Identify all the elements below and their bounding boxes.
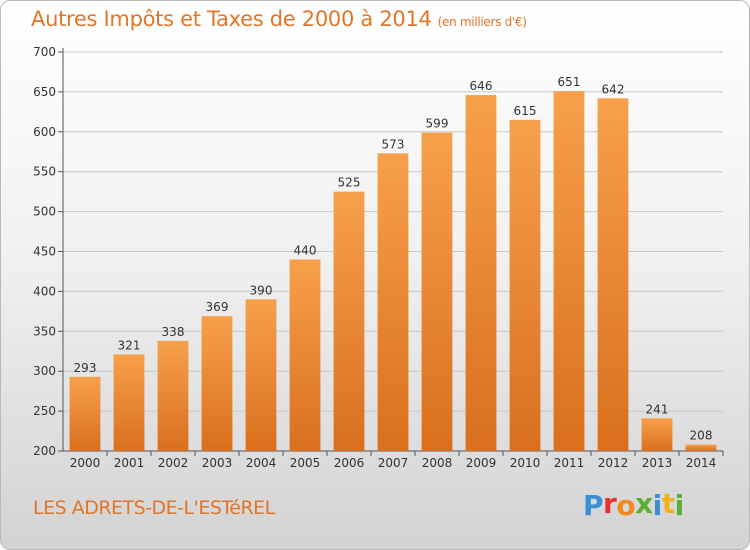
y-tick-label: 200 bbox=[33, 444, 56, 458]
bar-2007 bbox=[377, 153, 409, 451]
bar-2001 bbox=[113, 354, 145, 451]
logo-letter: t bbox=[661, 487, 675, 520]
bar-2012 bbox=[597, 98, 629, 451]
logo-letter: x bbox=[635, 487, 653, 520]
value-label-2007: 573 bbox=[382, 137, 405, 151]
x-tick-label-2009: 2009 bbox=[466, 456, 497, 470]
value-label-2004: 390 bbox=[250, 283, 273, 297]
x-tick-label-2005: 2005 bbox=[290, 456, 321, 470]
chart-unit: (en milliers d'€) bbox=[437, 15, 527, 29]
bar-2011 bbox=[553, 91, 585, 452]
logo-letter: P bbox=[583, 489, 604, 522]
value-label-2000: 293 bbox=[74, 361, 97, 375]
bar-2004 bbox=[245, 299, 277, 451]
x-tick-label-2010: 2010 bbox=[510, 456, 541, 470]
bar-2013 bbox=[641, 418, 673, 451]
x-tick-label-2006: 2006 bbox=[334, 456, 365, 470]
y-tick-label: 600 bbox=[33, 125, 56, 139]
y-tick-label: 550 bbox=[33, 165, 56, 179]
y-tick-label: 350 bbox=[33, 324, 56, 338]
commune-name: LES ADRETS-DE-L'ESTéREL bbox=[33, 497, 275, 519]
bar-2009 bbox=[465, 95, 497, 451]
value-label-2001: 321 bbox=[118, 338, 141, 352]
y-tick-label: 450 bbox=[33, 245, 56, 259]
x-tick-label-2013: 2013 bbox=[642, 456, 673, 470]
x-tick-label-2001: 2001 bbox=[114, 456, 145, 470]
chart-title-text: Autres Impôts et Taxes de 2000 à 2014 bbox=[31, 7, 432, 31]
bar-2002 bbox=[157, 340, 189, 451]
y-tick-label: 250 bbox=[33, 404, 56, 418]
bar-2008 bbox=[421, 132, 453, 451]
logo-letter: i bbox=[674, 489, 685, 522]
value-label-2011: 651 bbox=[558, 75, 581, 89]
x-tick-label-2002: 2002 bbox=[158, 456, 189, 470]
bar-2006 bbox=[333, 191, 365, 451]
value-label-2013: 241 bbox=[646, 402, 669, 416]
proxiti-logo: Proxiti bbox=[583, 487, 685, 522]
bar-2000 bbox=[69, 376, 101, 451]
bar-2003 bbox=[201, 316, 233, 451]
value-label-2003: 369 bbox=[206, 300, 229, 314]
x-tick-label-2008: 2008 bbox=[422, 456, 453, 470]
value-label-2014: 208 bbox=[690, 429, 713, 443]
x-tick-label-2014: 2014 bbox=[686, 456, 717, 470]
bars: 293 321 338 369 390 440 525 573 599 646 615 651 642 2… bbox=[69, 75, 717, 452]
logo-letter: r bbox=[603, 487, 617, 520]
x-tick-label-2011: 2011 bbox=[554, 456, 585, 470]
x-tick-label-2012: 2012 bbox=[598, 456, 629, 470]
x-tick-label-2007: 2007 bbox=[378, 456, 409, 470]
logo-letter: o bbox=[616, 489, 636, 522]
x-tick-label-2004: 2004 bbox=[246, 456, 277, 470]
value-label-2008: 599 bbox=[426, 117, 449, 131]
value-label-2012: 642 bbox=[602, 82, 625, 96]
value-label-2006: 525 bbox=[338, 176, 361, 190]
y-tick-label: 500 bbox=[33, 205, 56, 219]
bar-2005 bbox=[289, 259, 321, 451]
value-label-2009: 646 bbox=[470, 79, 493, 93]
bar-2014 bbox=[685, 444, 717, 451]
value-label-2010: 615 bbox=[514, 104, 537, 118]
y-tick-label: 400 bbox=[33, 284, 56, 298]
y-tick-label: 700 bbox=[33, 45, 56, 59]
y-tick-label: 650 bbox=[33, 85, 56, 99]
x-tick-label-2000: 2000 bbox=[70, 456, 101, 470]
value-label-2005: 440 bbox=[294, 243, 317, 257]
chart-title: Autres Impôts et Taxes de 2000 à 2014 (en… bbox=[31, 7, 527, 31]
logo-letter: i bbox=[652, 489, 663, 522]
value-label-2002: 338 bbox=[162, 325, 185, 339]
y-tick-label: 300 bbox=[33, 364, 56, 378]
bar-2010 bbox=[509, 119, 541, 451]
x-tick-label-2003: 2003 bbox=[202, 456, 233, 470]
